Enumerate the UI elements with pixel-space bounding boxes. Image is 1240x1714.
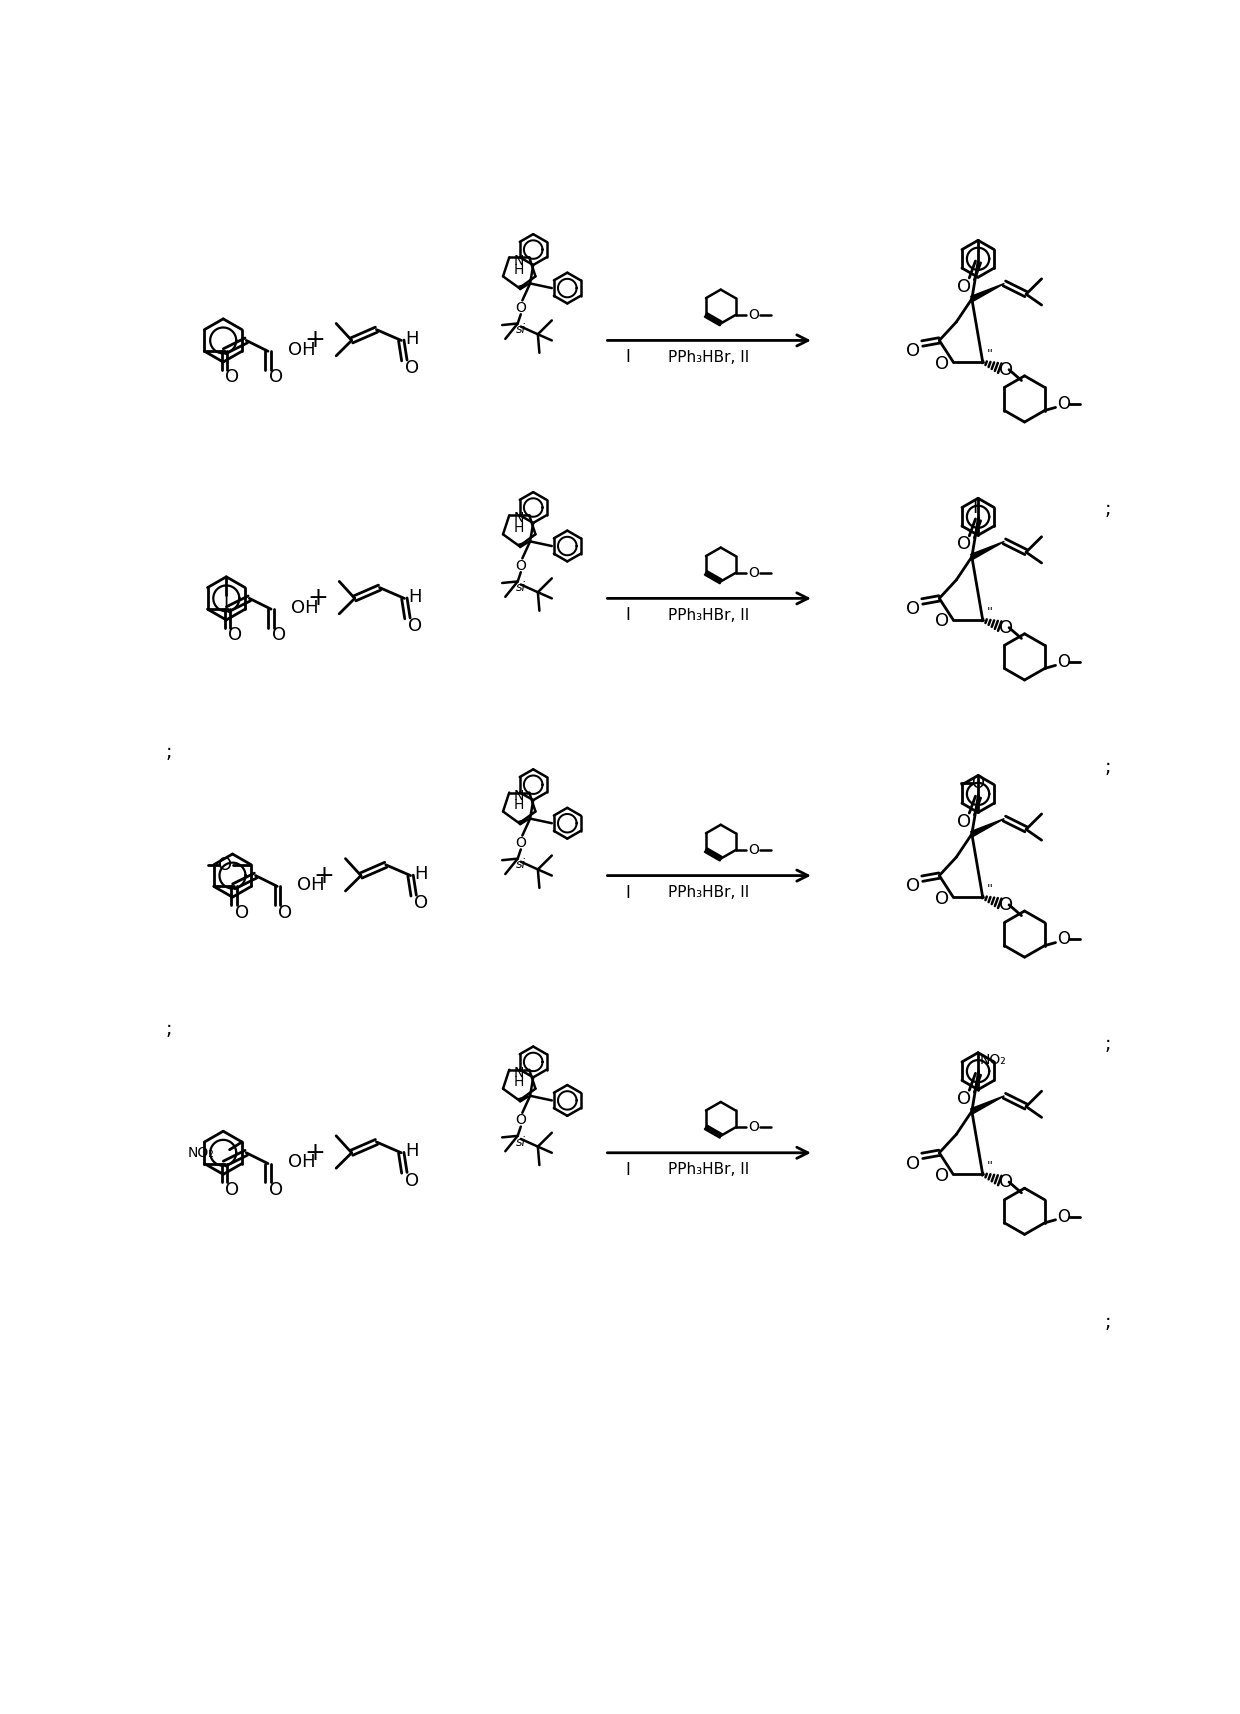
Text: O: O — [957, 812, 971, 831]
Text: ;: ; — [1105, 1313, 1111, 1332]
Text: O: O — [278, 903, 293, 922]
Text: OH: OH — [288, 1154, 316, 1171]
Text: O: O — [405, 1171, 419, 1190]
Text: O: O — [226, 369, 239, 386]
Text: NO₂: NO₂ — [187, 1145, 215, 1160]
Text: O: O — [1056, 653, 1070, 672]
Text: H: H — [405, 1142, 419, 1160]
Polygon shape — [518, 1095, 531, 1102]
Text: O: O — [408, 617, 423, 636]
Text: O: O — [414, 895, 429, 912]
Text: O: O — [516, 836, 526, 850]
Text: ;: ; — [166, 742, 172, 763]
Text: +: + — [308, 586, 329, 610]
Text: I: I — [972, 499, 977, 516]
Text: O: O — [405, 360, 419, 377]
Text: '': '' — [987, 348, 994, 360]
Polygon shape — [518, 542, 531, 548]
Text: ;: ; — [1105, 500, 1111, 519]
Text: N: N — [513, 788, 523, 802]
Text: O: O — [999, 619, 1013, 636]
Text: si: si — [516, 1135, 526, 1148]
Text: OH: OH — [291, 598, 319, 617]
Text: O: O — [218, 855, 232, 874]
Text: H: H — [405, 329, 419, 348]
Text: O: O — [999, 1172, 1013, 1191]
Text: O: O — [999, 896, 1013, 914]
Polygon shape — [971, 819, 1004, 836]
Text: O: O — [906, 878, 920, 895]
Text: O: O — [935, 612, 950, 631]
Text: O: O — [957, 535, 971, 554]
Text: H: H — [408, 588, 422, 605]
Text: si: si — [516, 324, 526, 336]
Text: H: H — [513, 1075, 523, 1088]
Text: O: O — [226, 1181, 239, 1198]
Text: O: O — [272, 626, 286, 644]
Text: PPh₃HBr, II: PPh₃HBr, II — [668, 350, 750, 365]
Text: H: H — [513, 521, 523, 535]
Text: I: I — [223, 595, 229, 612]
Text: O: O — [957, 1090, 971, 1107]
Text: H: H — [513, 799, 523, 812]
Text: O: O — [749, 1121, 760, 1135]
Text: O: O — [957, 278, 971, 295]
Text: O: O — [935, 890, 950, 908]
Text: si: si — [516, 859, 526, 871]
Polygon shape — [971, 542, 1004, 559]
Text: PPh₃HBr, II: PPh₃HBr, II — [668, 1162, 750, 1178]
Text: +: + — [314, 864, 335, 888]
Text: '': '' — [987, 605, 994, 619]
Text: O: O — [935, 1167, 950, 1184]
Text: PPh₃HBr, II: PPh₃HBr, II — [668, 884, 750, 900]
Text: ;: ; — [166, 1020, 172, 1039]
Text: '': '' — [987, 883, 994, 896]
Text: O: O — [935, 355, 950, 372]
Text: '': '' — [987, 1160, 994, 1172]
Text: si: si — [516, 581, 526, 595]
Polygon shape — [971, 1095, 1004, 1114]
Text: O: O — [1056, 931, 1070, 948]
Text: N: N — [513, 254, 523, 267]
Text: O: O — [269, 1181, 283, 1198]
Text: O: O — [228, 626, 243, 644]
Polygon shape — [518, 819, 531, 824]
Text: +: + — [304, 329, 325, 353]
Text: H: H — [414, 866, 428, 883]
Text: O: O — [906, 1155, 920, 1172]
Text: O: O — [999, 360, 1013, 379]
Text: O: O — [972, 775, 985, 792]
Text: O: O — [749, 309, 760, 322]
Text: O: O — [906, 600, 920, 619]
Text: I: I — [625, 348, 630, 367]
Text: O: O — [234, 903, 249, 922]
Text: O: O — [516, 559, 526, 572]
Text: O: O — [749, 566, 760, 579]
Polygon shape — [971, 283, 1004, 302]
Text: O: O — [1056, 1208, 1070, 1226]
Text: PPh₃HBr, II: PPh₃HBr, II — [668, 608, 750, 622]
Text: O: O — [906, 343, 920, 360]
Text: N: N — [513, 1066, 523, 1080]
Text: N: N — [513, 511, 523, 526]
Text: O: O — [269, 369, 283, 386]
Text: I: I — [625, 1160, 630, 1179]
Polygon shape — [518, 283, 531, 290]
Text: H: H — [513, 262, 523, 276]
Text: NO₂: NO₂ — [980, 1054, 1007, 1068]
Text: OH: OH — [298, 876, 325, 893]
Text: O: O — [749, 843, 760, 857]
Text: O: O — [516, 302, 526, 315]
Text: O: O — [1056, 396, 1070, 413]
Text: OH: OH — [288, 341, 316, 358]
Text: +: + — [304, 1142, 325, 1166]
Text: I: I — [625, 883, 630, 902]
Text: ;: ; — [1105, 1035, 1111, 1054]
Text: ;: ; — [1105, 758, 1111, 776]
Text: I: I — [625, 607, 630, 624]
Text: O: O — [516, 1114, 526, 1128]
